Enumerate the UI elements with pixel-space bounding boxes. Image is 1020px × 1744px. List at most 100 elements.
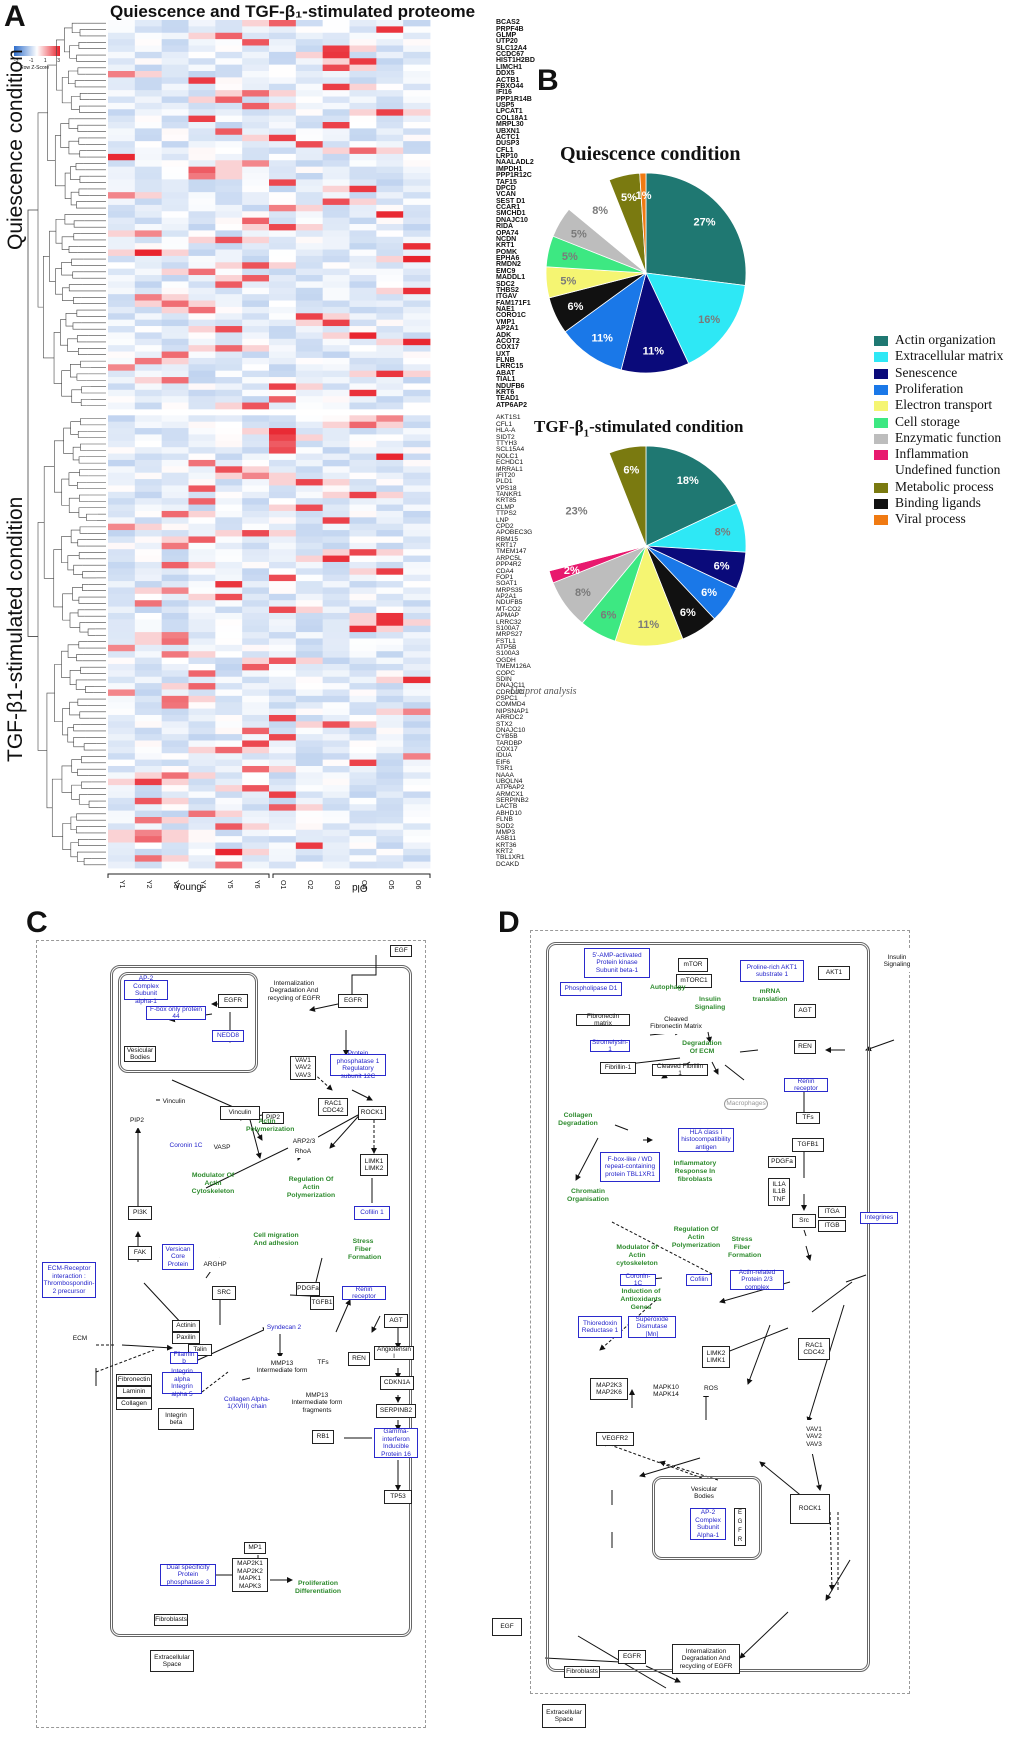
heatmap-cell: [403, 255, 431, 263]
heatmap-cell: [403, 20, 431, 27]
pathway-c-frame: [36, 940, 426, 1728]
heatmap-cell: [215, 255, 243, 263]
heatmap-cell: [376, 549, 404, 556]
heatmap-cell: [295, 243, 324, 250]
pathway-c-cell: [110, 965, 412, 1637]
heatmap-cell: [403, 77, 431, 85]
heatmap-cell: [215, 281, 243, 289]
heatmap-cell: [134, 797, 163, 805]
heatmap-cell: [295, 568, 324, 576]
heatmap-cell: [242, 217, 270, 225]
heatmap-cell: [215, 765, 243, 773]
heatmap-cell: [134, 644, 163, 652]
heatmap-cell: [376, 179, 404, 187]
heatmap-cell: [322, 848, 350, 856]
heatmap-cell: [188, 287, 216, 295]
dendrogram-branch: [78, 188, 90, 196]
heatmap-cell: [322, 300, 350, 308]
heatmap-cell: [242, 855, 270, 863]
heatmap-cell: [188, 612, 216, 620]
heatmap-cell: [215, 294, 243, 301]
row-label: ABAT: [496, 369, 515, 377]
heatmap-cell: [242, 83, 270, 91]
heatmap-cell: [295, 689, 324, 697]
heatmap-cell: [295, 357, 324, 365]
heatmap-cell: [376, 255, 404, 263]
pie-quiescence: 27%16%11%11%6%5%5%5%8%5%1%: [545, 172, 747, 374]
legend-label: Electron transport: [895, 397, 993, 413]
heatmap-cell: [242, 32, 270, 40]
heatmap-cell: [134, 530, 163, 537]
heatmap-cell: [376, 217, 404, 225]
heatmap-cell: [322, 383, 350, 391]
heatmap-cell: [134, 141, 163, 148]
heatmap-cell: [242, 160, 270, 168]
heatmap-cell: [269, 389, 297, 397]
row-label: GLMP: [496, 31, 517, 39]
heatmap-cell: [161, 574, 189, 582]
heatmap-cell: [322, 377, 350, 384]
heatmap-cell: [322, 600, 350, 607]
row-label: MADDL1: [496, 274, 526, 282]
heatmap-cell: [188, 71, 216, 78]
heatmap-cell: [269, 861, 297, 869]
edge: [825, 1559, 851, 1601]
dendrogram-branch: [77, 609, 85, 617]
legend-swatch: [874, 433, 888, 444]
heatmap-cell: [108, 459, 136, 467]
heatmap-cell: [349, 663, 377, 671]
node-c-mp1: MP1: [244, 1542, 266, 1554]
dendrogram-branch: [65, 312, 77, 327]
heatmap-cell: [349, 759, 377, 767]
heatmap-cell: [295, 383, 324, 391]
heatmap-cell: [376, 721, 404, 729]
row-label: COX17: [496, 344, 519, 352]
heatmap-cell: [403, 504, 431, 512]
heatmap-cell: [269, 211, 297, 219]
heatmap-cell: [349, 421, 377, 429]
heatmap-cell: [108, 345, 136, 352]
heatmap-cell: [403, 300, 431, 308]
heatmap-cell: [349, 268, 377, 276]
green-c-migration: Cell migration And adhesion: [253, 1232, 299, 1247]
heatmap-cell: [134, 71, 163, 78]
node-d-agt: AGT: [794, 1004, 816, 1018]
heatmap-cell: [322, 657, 350, 665]
heatmap-cell: [161, 39, 189, 46]
heatmap-cell: [269, 383, 297, 391]
heatmap-cell: [295, 262, 324, 270]
heatmap-cell: [215, 389, 243, 397]
heatmap-cell: [161, 638, 189, 646]
heatmap-cell: [188, 517, 216, 525]
heatmap-cell: [295, 338, 324, 346]
heatmap-cell: [242, 651, 270, 658]
heatmap-cell: [295, 51, 324, 59]
heatmap-cell: [403, 593, 431, 601]
heatmap-cell: [376, 848, 404, 856]
heatmap-cell: [322, 345, 350, 352]
heatmap-cell: [322, 396, 350, 403]
heatmap-cell: [322, 632, 350, 639]
heatmap-cell: [295, 695, 324, 703]
heatmap-cell: [188, 351, 216, 359]
heatmap-cell: [215, 332, 243, 340]
heatmap-cell: [349, 128, 377, 136]
legend-swatch: [874, 515, 888, 526]
heatmap-cell: [108, 619, 136, 627]
heatmap-cell: [188, 753, 216, 761]
heatmap-cell: [322, 102, 350, 110]
heatmap-cell: [134, 90, 163, 97]
heatmap-cell: [403, 708, 431, 716]
heatmap-cell: [242, 785, 270, 792]
heatmap-cell: [242, 447, 270, 454]
row-label: SLC12A4: [496, 44, 527, 52]
heatmap-cell: [134, 523, 163, 531]
heatmap-cell: [161, 128, 189, 136]
heatmap-cell: [349, 581, 377, 588]
heatmap-cell: [269, 683, 297, 690]
heatmap-cell: [376, 753, 404, 761]
heatmap-cell: [295, 542, 324, 550]
heatmap-cell: [108, 217, 136, 225]
heatmap-cell: [188, 96, 216, 104]
row-label: OGDH: [496, 656, 516, 664]
